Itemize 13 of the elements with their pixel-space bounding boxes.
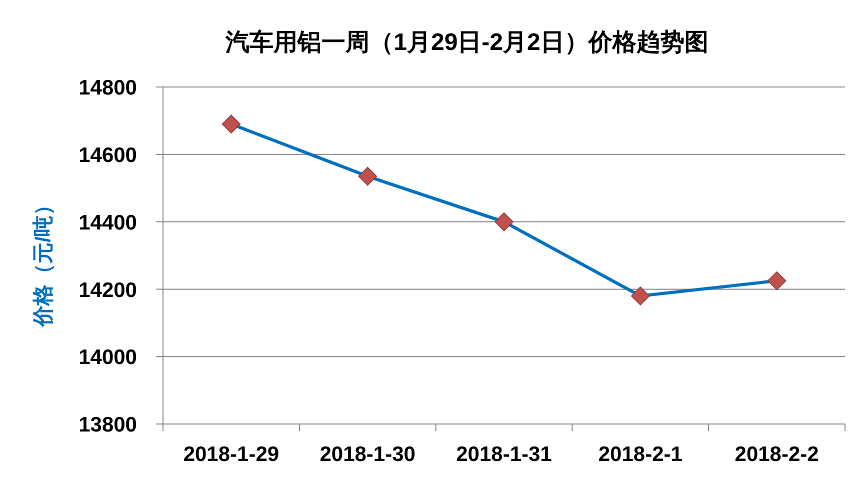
y-tick-label: 14600 xyxy=(78,144,137,167)
x-tick-label: 2018-2-2 xyxy=(734,443,819,466)
y-tick-label: 14400 xyxy=(78,211,137,234)
y-tick-label: 14800 xyxy=(78,76,137,100)
x-tick-label: 2018-1-31 xyxy=(456,443,552,466)
x-tick-label: 2018-1-30 xyxy=(320,443,416,466)
y-tick-label: 14200 xyxy=(78,278,137,302)
x-tick-label: 2018-2-1 xyxy=(598,443,682,466)
y-tick-label: 14000 xyxy=(78,346,137,370)
y-tick-label: 13800 xyxy=(78,414,137,437)
title: 汽车用铝一周（1月29日-2月2日）价格趋势图 xyxy=(226,29,708,56)
y-axis-title: 价格（元/吨） xyxy=(32,194,55,326)
x-tick-label: 2018-1-29 xyxy=(183,443,280,466)
